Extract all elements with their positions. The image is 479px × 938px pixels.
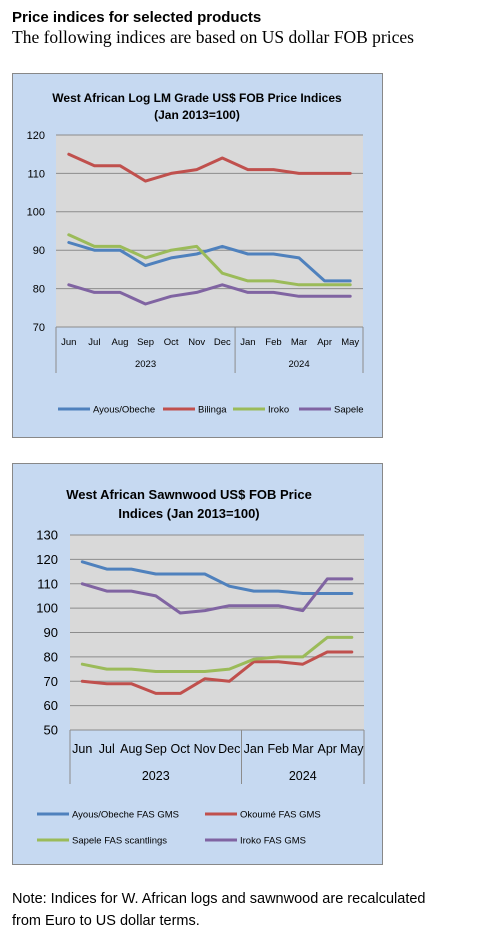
log-chart-legend-label: Ayous/Obeche [93, 404, 155, 415]
log-chart-x-tick-label: Apr [317, 337, 332, 348]
sawnwood-chart-y-tick-label: 90 [44, 625, 58, 640]
log-chart-x-tick-label: Dec [214, 337, 231, 348]
log-chart-legend-label: Bilinga [198, 404, 227, 415]
footnote-line-1: Note: Indices for W. African logs and sa… [12, 891, 426, 907]
log-chart-x-tick-label: Oct [164, 337, 179, 348]
log-chart-y-tick-label: 110 [27, 168, 45, 180]
log-chart-x-tick-label: Mar [291, 337, 307, 348]
sawnwood-chart-title-line: Indices (Jan 2013=100) [118, 506, 259, 521]
log-chart-y-tick-label: 100 [27, 207, 45, 219]
sawnwood-chart-x-tick-label: Jul [99, 742, 115, 756]
log-chart-series-line [67, 152, 352, 183]
sawnwood-chart-x-tick-label: Jun [72, 742, 92, 756]
sawnwood-chart-y-tick-label: 110 [37, 576, 58, 591]
log-chart-group-label: 2023 [135, 359, 156, 370]
sawnwood-chart-legend-label: Ayous/Obeche FAS GMS [72, 809, 179, 820]
sawnwood-chart-x-tick-label: Sep [145, 742, 167, 756]
sawnwood-chart-legend-label: Sapele FAS scantlings [72, 835, 167, 846]
sawnwood-chart-y-tick-label: 120 [36, 552, 58, 567]
log-chart-legend-label: Iroko [268, 404, 289, 415]
sawnwood-chart-y-tick-label: 60 [44, 698, 58, 713]
footnote-line-2: from Euro to US dollar terms. [12, 913, 200, 929]
log-chart-y-tick-label: 70 [33, 322, 45, 334]
sawnwood-chart-x-tick-label: Oct [171, 742, 191, 756]
sawnwood-chart-y-tick-label: 80 [44, 649, 58, 664]
log-chart-x-tick-label: Nov [188, 337, 205, 348]
log-price-chart-svg: West African Log LM Grade US$ FOB Price … [27, 91, 364, 415]
sawnwood-chart-x-tick-label: Mar [292, 742, 314, 756]
sawnwood-chart-x-tick-label: Apr [318, 742, 337, 756]
footnote: Note: Indices for W. African logs and sa… [12, 888, 425, 932]
sawnwood-chart-series-line [80, 635, 354, 673]
sawnwood-chart-series-line [80, 577, 354, 615]
log-chart-x-tick-label: Jun [61, 337, 76, 348]
log-chart-y-tick-label: 120 [27, 130, 45, 142]
log-chart-y-tick-label: 80 [33, 283, 45, 295]
log-chart-series-line [67, 233, 352, 287]
sawnwood-chart-y-tick-label: 50 [44, 723, 58, 738]
sawnwood-chart-legend-label: Iroko FAS GMS [240, 835, 306, 846]
sawnwood-chart-y-tick-label: 100 [36, 601, 58, 616]
log-chart-legend-label: Sapele [334, 404, 364, 415]
section-subheading: The following indices are based on US do… [12, 27, 414, 47]
log-chart-x-tick-label: Aug [112, 337, 129, 348]
sawnwood-chart-x-tick-label: May [340, 742, 364, 756]
sawnwood-chart-y-tick-label: 70 [44, 674, 58, 689]
sawnwood-chart-y-tick-label: 130 [36, 528, 58, 543]
sawnwood-chart-series-line [80, 650, 354, 695]
sawnwood-chart-x-tick-label: Nov [194, 742, 217, 756]
log-chart-title-line: West African Log LM Grade US$ FOB Price … [52, 91, 342, 105]
log-chart-x-tick-label: Jan [240, 337, 255, 348]
log-chart-series-line [67, 241, 352, 283]
sawnwood-chart-x-tick-label: Feb [267, 742, 289, 756]
section-heading: Price indices for selected products [12, 9, 262, 26]
sawnwood-chart-x-tick-label: Aug [120, 742, 142, 756]
log-chart-x-tick-label: May [341, 337, 359, 348]
log-chart-title-line: (Jan 2013=100) [154, 108, 240, 122]
log-chart-series-line [67, 283, 352, 306]
sawnwood-price-chart-svg: West African Sawnwood US$ FOB Price Indic… [36, 487, 365, 846]
sawnwood-chart-x-tick-label: Jan [244, 742, 264, 756]
sawnwood-chart-x-tick-label: Dec [218, 742, 240, 756]
sawnwood-chart-legend-label: Okoumé FAS GMS [240, 809, 321, 820]
sawnwood-chart-group-label: 2023 [142, 769, 170, 783]
log-chart-y-tick-label: 90 [33, 245, 45, 257]
log-chart-x-tick-label: Feb [265, 337, 281, 348]
sawnwood-chart-title-line: West African Sawnwood US$ FOB Price [66, 487, 312, 502]
log-chart-x-tick-label: Jul [88, 337, 100, 348]
sawnwood-chart-group-label: 2024 [289, 769, 317, 783]
log-chart-group-label: 2024 [288, 359, 309, 370]
sawnwood-price-chart: West African Sawnwood US$ FOB Price Indic… [12, 463, 383, 865]
log-price-chart: West African Log LM Grade US$ FOB Price … [12, 73, 383, 438]
sawnwood-chart-series-line [80, 560, 354, 595]
log-chart-x-tick-label: Sep [137, 337, 154, 348]
